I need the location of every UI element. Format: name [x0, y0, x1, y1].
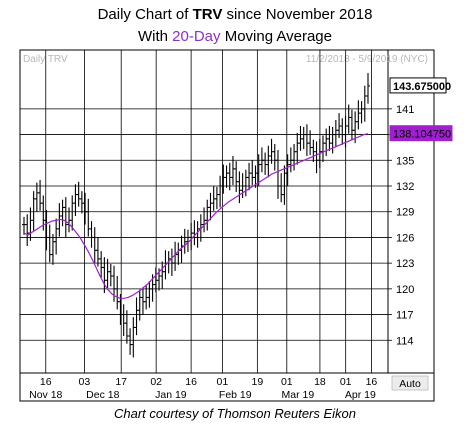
last-ma-label: 138.104750 [393, 129, 451, 141]
x-month-label: Nov 18 [29, 389, 62, 401]
title-suffix: since November 2018 [222, 6, 373, 23]
y-tick-label: 135 [396, 155, 414, 167]
x-day-label: 03 [79, 376, 91, 388]
title-prefix: Daily Chart of [97, 6, 193, 23]
scale-mode-box [391, 375, 429, 391]
x-day-label: 16 [185, 376, 197, 388]
x-day-label: 01 [281, 376, 293, 388]
y-tick-label: 132 [396, 181, 414, 193]
x-day-label: 16 [366, 376, 378, 388]
x-day-label: 19 [252, 376, 264, 388]
x-day-label: 16 [40, 376, 52, 388]
y-tick-label: 126 [396, 232, 414, 244]
x-day-label: 01 [217, 376, 229, 388]
x-day-label: 17 [115, 376, 127, 388]
chart-credit: Chart courtesy of Thomson Reuters Eikon [113, 406, 357, 421]
date-range-label: 11/2/2018 - 5/9/2019 (NYC) [306, 54, 428, 65]
title-ticker: TRV [192, 6, 223, 23]
x-month-label: Jan 19 [155, 389, 187, 401]
y-tick-label: 117 [396, 310, 414, 322]
scale-mode-label: Auto [399, 378, 421, 390]
subtitle-accent: 20-Day [172, 28, 221, 45]
x-month-label: Apr 19 [345, 389, 376, 401]
last-ma-box [389, 125, 453, 142]
ma-20-line [23, 133, 369, 299]
y-tick-label: 123 [396, 258, 414, 270]
y-tick-label: 120 [396, 284, 414, 296]
y-tick-label: 129 [396, 207, 414, 219]
x-day-label: 18 [314, 376, 326, 388]
x-month-label: Dec 18 [86, 389, 119, 401]
chart-title-line1: Daily Chart of TRV since November 2018 [0, 6, 470, 23]
x-month-label: Mar 19 [281, 389, 314, 401]
chart-title-line2: With 20-Day Moving Average [0, 28, 470, 45]
last-price-label: 143.675000 [393, 81, 451, 93]
subtitle-suffix: Moving Average [220, 28, 332, 45]
x-month-label: Feb 19 [219, 389, 252, 401]
y-tick-label: 141 [396, 104, 414, 116]
subtitle-prefix: With [138, 28, 173, 45]
x-axis-panel [19, 372, 435, 402]
last-price-box [389, 77, 447, 94]
y-tick-label: 114 [396, 335, 414, 347]
x-day-label: 02 [150, 376, 162, 388]
x-day-label: 01 [340, 376, 352, 388]
